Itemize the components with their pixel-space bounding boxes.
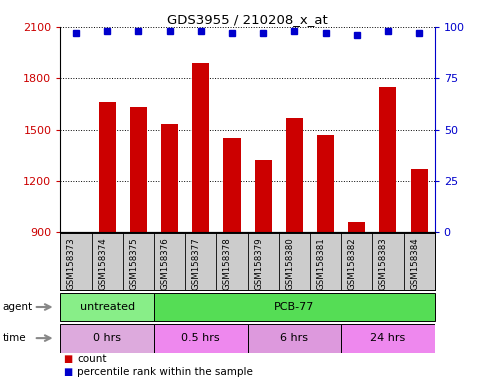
Text: GSM158381: GSM158381 [316,238,326,290]
Bar [154,293,435,321]
Text: GSM158382: GSM158382 [348,238,357,290]
Bar [130,108,147,232]
Text: 0 hrs: 0 hrs [93,333,121,343]
Text: percentile rank within the sample: percentile rank within the sample [77,367,253,377]
Text: untreated: untreated [80,302,135,312]
Text: GSM158384: GSM158384 [410,238,419,290]
Bar [379,87,397,232]
Text: count: count [77,354,107,364]
Bar [411,169,427,232]
Text: GSM158373: GSM158373 [67,238,76,290]
Text: GSM158376: GSM158376 [160,238,170,290]
Text: GSM158377: GSM158377 [192,238,201,290]
Text: GSM158374: GSM158374 [98,238,107,290]
Text: ■: ■ [63,354,72,364]
Bar [60,293,154,321]
Text: ■: ■ [63,367,72,377]
Bar [348,222,365,232]
Bar [192,63,209,232]
Text: agent: agent [2,302,32,312]
Bar [99,102,116,232]
Bar [255,161,272,232]
Text: GSM158383: GSM158383 [379,238,388,290]
Text: 6 hrs: 6 hrs [280,333,308,343]
Text: GSM158378: GSM158378 [223,238,232,290]
Text: 24 hrs: 24 hrs [370,333,406,343]
Text: GSM158375: GSM158375 [129,238,138,290]
Bar [68,232,85,234]
Bar [341,324,435,353]
Bar [154,324,248,353]
Text: time: time [2,333,26,343]
Bar [286,118,303,232]
Text: PCB-77: PCB-77 [274,302,314,312]
Text: GSM158379: GSM158379 [254,238,263,290]
Bar [60,324,154,353]
Text: GSM158380: GSM158380 [285,238,294,290]
Bar [317,135,334,232]
Title: GDS3955 / 210208_x_at: GDS3955 / 210208_x_at [167,13,328,26]
Bar [223,138,241,232]
Text: 0.5 hrs: 0.5 hrs [182,333,220,343]
Bar [161,124,178,232]
Bar [248,324,341,353]
